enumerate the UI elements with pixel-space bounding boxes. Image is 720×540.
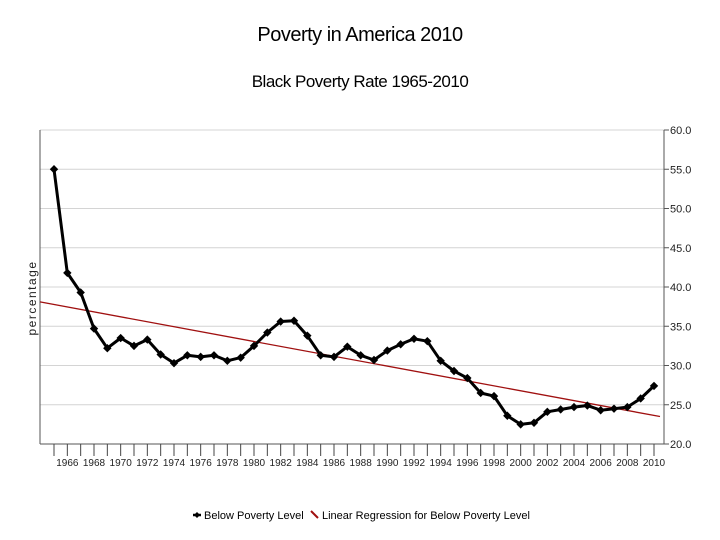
y-tick-label: 35.0 <box>670 321 691 333</box>
x-tick-label: 1986 <box>323 458 346 469</box>
x-tick-label: 1990 <box>376 458 399 469</box>
data-point <box>276 317 285 326</box>
x-tick-label: 2002 <box>536 458 559 469</box>
legend-label: Below Poverty Level <box>204 510 304 522</box>
data-point <box>543 407 552 417</box>
data-point <box>596 406 605 415</box>
x-tick-label: 1976 <box>190 458 213 469</box>
data-point <box>489 391 499 401</box>
data-point <box>463 373 472 383</box>
data-point <box>396 340 405 349</box>
data-point <box>263 328 272 337</box>
data-point <box>449 366 459 376</box>
legend-diamond-marker <box>194 512 200 518</box>
data-point <box>409 334 419 344</box>
data-point <box>223 356 232 365</box>
x-tick-label: 1992 <box>403 458 426 469</box>
data-point <box>516 420 525 429</box>
x-tick-label: 1996 <box>456 458 479 469</box>
data-point <box>569 402 579 412</box>
y-tick-label: 30.0 <box>670 361 691 373</box>
legend-label: Linear Regression for Below Poverty Leve… <box>322 510 530 522</box>
x-tick-label: 2008 <box>616 458 639 469</box>
data-point <box>609 404 619 413</box>
data-point <box>529 418 539 428</box>
data-point <box>63 268 72 278</box>
poverty-series-line <box>52 169 656 426</box>
x-tick-label: 1968 <box>83 458 106 469</box>
data-point <box>383 346 392 355</box>
data-point <box>196 352 205 362</box>
data-point <box>649 381 659 391</box>
data-point <box>183 351 192 360</box>
chart-subtitle: Black Poverty Rate 1965-2010 <box>251 72 469 91</box>
x-tick-label: 1978 <box>216 458 239 469</box>
data-point <box>143 335 152 344</box>
x-tick-label: 2010 <box>643 458 666 469</box>
x-tick-label: 1966 <box>56 458 79 469</box>
x-tick-label: 1980 <box>243 458 266 469</box>
x-tick-label: 1988 <box>350 458 373 469</box>
x-tick-label: 1982 <box>270 458 293 469</box>
y-tick-label: 50.0 <box>670 204 691 216</box>
data-point <box>249 341 259 351</box>
data-point <box>169 358 179 368</box>
y-tick-label: 55.0 <box>670 164 691 176</box>
y-tick-label: 60.0 <box>670 125 691 137</box>
regression-line <box>39 301 661 418</box>
x-tick-label: 1984 <box>296 458 319 469</box>
data-point <box>316 351 325 360</box>
data-point <box>356 351 365 360</box>
data-point <box>116 333 125 343</box>
data-point <box>289 316 299 325</box>
x-tick-label: 1974 <box>163 458 186 469</box>
legend-regression-marker <box>310 510 319 519</box>
x-tick-label: 2006 <box>590 458 613 469</box>
x-tick-label: 2004 <box>563 458 586 469</box>
x-tick-label: 1994 <box>430 458 453 469</box>
x-tick-label: 1972 <box>136 458 159 469</box>
data-point <box>436 356 445 365</box>
y-tick-label: 45.0 <box>670 243 691 255</box>
y-tick-label: 25.0 <box>670 400 691 412</box>
data-point <box>76 288 85 297</box>
data-point <box>103 344 112 353</box>
data-point <box>236 353 245 362</box>
data-point <box>423 336 432 346</box>
chart-title: Poverty in America 2010 <box>257 24 463 46</box>
y-tick-label: 20.0 <box>670 439 691 451</box>
y-axis-label: percentage <box>25 260 39 335</box>
data-point <box>636 394 645 403</box>
data-point <box>583 401 592 410</box>
data-point <box>129 341 139 351</box>
data-point <box>89 324 99 333</box>
x-tick-label: 1970 <box>110 458 133 469</box>
data-point <box>476 388 485 398</box>
data-point <box>623 402 632 412</box>
y-tick-label: 40.0 <box>670 282 691 294</box>
data-point <box>556 405 565 414</box>
data-point <box>303 331 312 340</box>
data-point <box>343 342 352 351</box>
data-point <box>503 411 512 420</box>
data-point <box>329 352 339 362</box>
data-point <box>156 350 165 359</box>
data-point <box>369 355 379 365</box>
data-point <box>209 351 219 360</box>
x-tick-label: 2000 <box>510 458 533 469</box>
x-tick-label: 1998 <box>483 458 506 469</box>
data-point <box>49 165 59 174</box>
